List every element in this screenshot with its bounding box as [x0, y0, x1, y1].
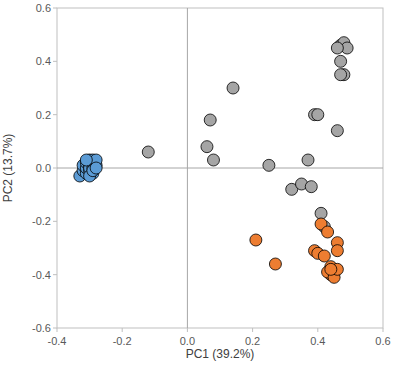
point: [335, 69, 347, 81]
point: [204, 114, 216, 126]
y-tick-label: 0.2: [36, 109, 51, 121]
y-tick: [53, 274, 57, 275]
y-tick: [53, 328, 57, 329]
point: [312, 109, 324, 121]
point: [331, 42, 343, 54]
point: [335, 55, 347, 67]
x-tick: [57, 328, 58, 332]
x-tick-label: -0.2: [113, 335, 132, 347]
y-tick-label: -0.6: [32, 322, 51, 334]
y-tick: [53, 168, 57, 169]
chart: -0.4-0.20.00.20.40.6-0.6-0.4-0.20.00.20.…: [0, 0, 400, 366]
point: [322, 226, 334, 238]
x-tick-label: 0.4: [310, 335, 325, 347]
y-tick-label: 0.6: [36, 2, 51, 14]
y-tick-label: 0.4: [36, 55, 51, 67]
y-tick: [53, 61, 57, 62]
x-tick-label: 0.2: [245, 335, 260, 347]
point: [142, 146, 154, 158]
point: [305, 181, 317, 193]
x-tick: [122, 328, 123, 332]
point: [263, 159, 275, 171]
x-tick: [252, 328, 253, 332]
zero-axis: [57, 168, 383, 169]
point: [325, 263, 337, 275]
x-tick: [187, 328, 188, 332]
point: [331, 245, 343, 257]
x-tick: [383, 328, 384, 332]
point: [90, 162, 102, 174]
point: [315, 207, 327, 219]
y-tick-label: 0.0: [36, 162, 51, 174]
x-axis-label: PC1 (39.2%): [186, 347, 255, 361]
point: [80, 154, 92, 166]
point: [207, 154, 219, 166]
y-tick-label: -0.2: [32, 215, 51, 227]
x-tick-label: -0.4: [48, 335, 67, 347]
point: [250, 234, 262, 246]
point: [269, 258, 281, 270]
point: [318, 250, 330, 262]
point: [331, 125, 343, 137]
point: [302, 154, 314, 166]
x-tick-label: 0.0: [180, 335, 195, 347]
y-axis-label: PC2 (13.7%): [1, 134, 15, 203]
point: [201, 141, 213, 153]
y-tick-label: -0.4: [32, 269, 51, 281]
y-tick: [53, 8, 57, 9]
plot-frame: [57, 8, 383, 328]
y-tick: [53, 114, 57, 115]
point: [227, 82, 239, 94]
x-tick-label: 0.6: [375, 335, 390, 347]
points: [74, 37, 353, 284]
x-tick: [317, 328, 318, 332]
y-tick: [53, 221, 57, 222]
